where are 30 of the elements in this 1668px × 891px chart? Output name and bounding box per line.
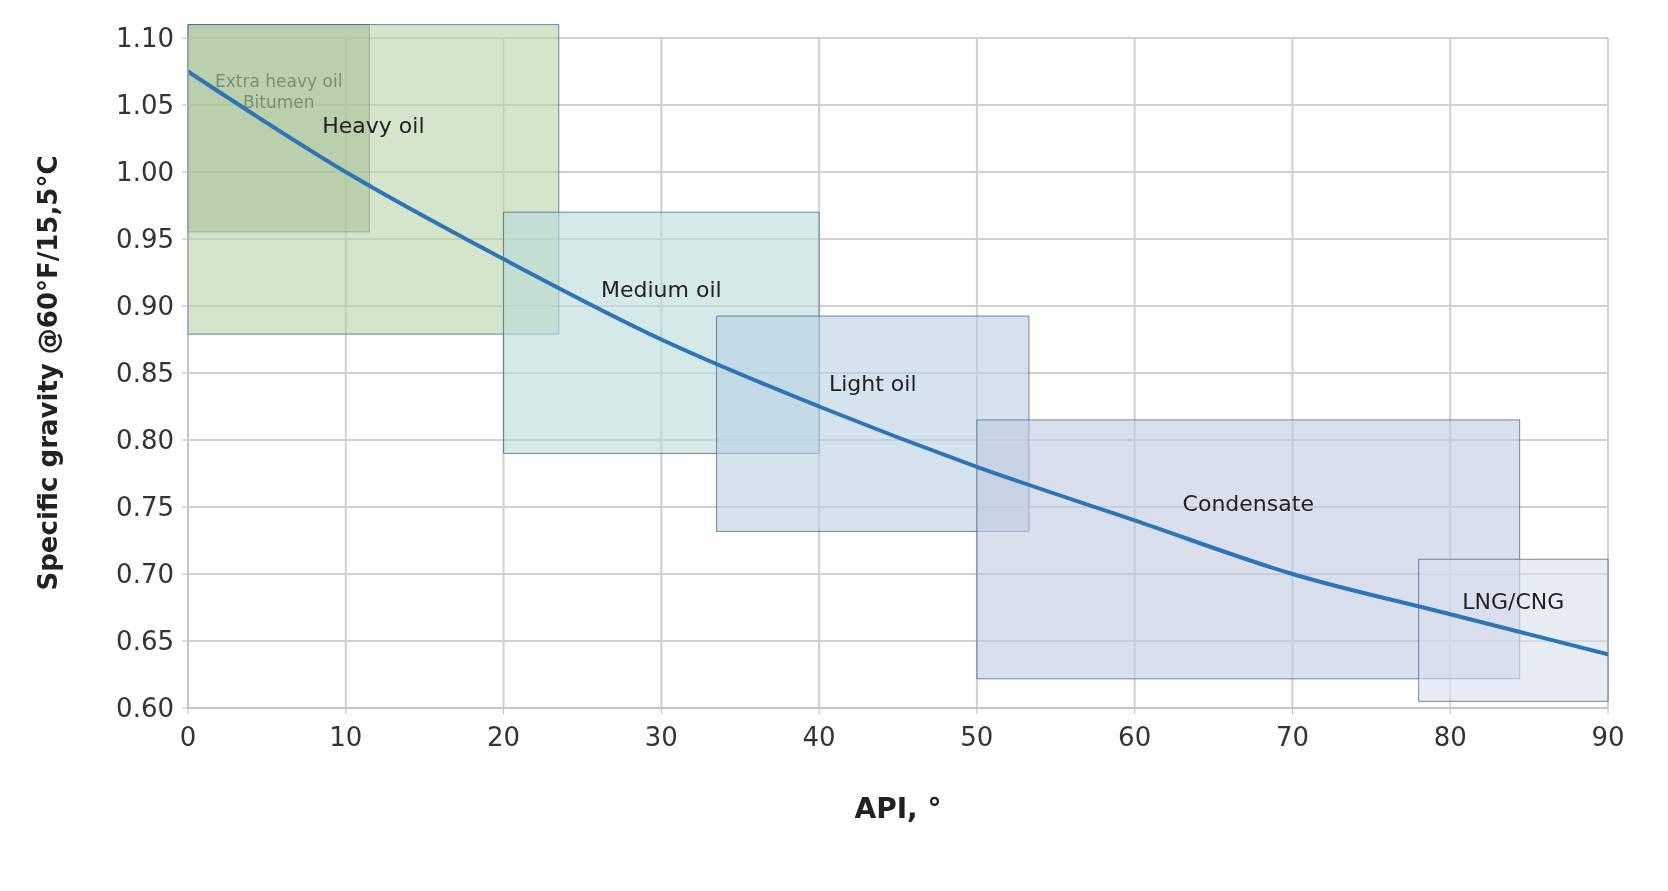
band-label: Extra heavy oil Bitumen: [215, 70, 343, 113]
y-tick-label: 0.85: [116, 358, 174, 389]
y-tick-label: 0.90: [116, 291, 174, 322]
x-tick-label: 50: [960, 722, 994, 753]
y-tick-label: 0.65: [116, 626, 174, 657]
x-tick-label: 70: [1275, 722, 1309, 753]
x-tick-label: 10: [329, 722, 363, 753]
y-axis-title: Specific gravity @60°F/15,5°C: [33, 155, 64, 591]
band-label: Condensate: [1182, 490, 1314, 516]
y-tick-label: 0.95: [116, 224, 174, 255]
band-label: LNG/CNG: [1462, 588, 1565, 614]
y-tick-label: 1.00: [116, 157, 174, 188]
x-tick-label: 80: [1433, 722, 1467, 753]
y-tick-label: 0.75: [116, 492, 174, 523]
y-tick-label: 1.05: [116, 90, 174, 121]
x-axis-title: API, °: [854, 792, 942, 825]
band-label: Light oil: [828, 371, 917, 397]
line-series: [188, 69, 1608, 657]
x-tick-label: 20: [487, 722, 521, 753]
y-tick-label: 0.80: [116, 425, 174, 456]
x-tick-label: 90: [1591, 722, 1625, 753]
band-label: Medium oil: [601, 276, 722, 302]
x-tick-label: 60: [1118, 722, 1152, 753]
band-label: Heavy oil: [322, 112, 425, 138]
x-tick-label: 40: [802, 722, 836, 753]
y-tick-label: 0.70: [116, 559, 174, 590]
y-tick-label: 0.60: [116, 693, 174, 724]
y-tick-label: 1.10: [116, 23, 174, 54]
x-tick-label: 0: [179, 722, 197, 753]
x-tick-label: 30: [644, 722, 678, 753]
